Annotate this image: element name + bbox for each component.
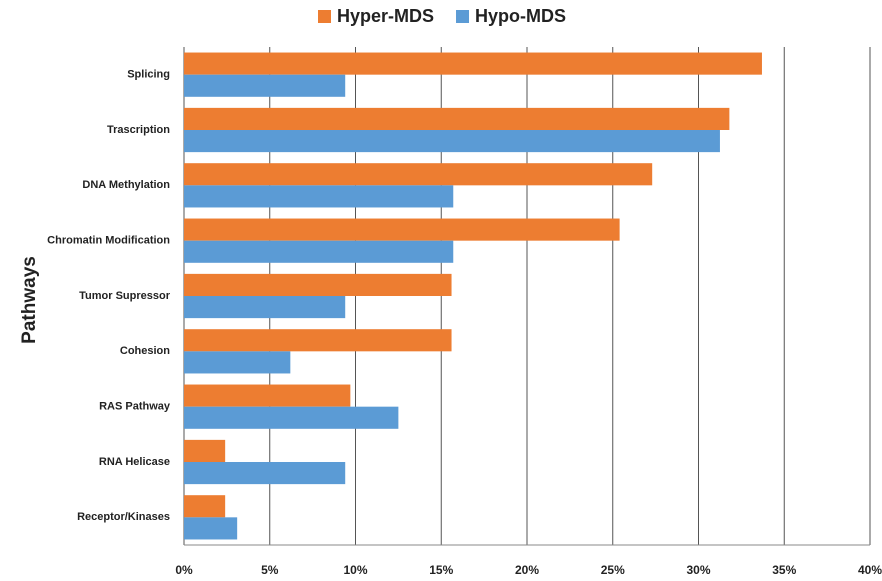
bar [184,218,620,241]
legend-label: Hyper-MDS [337,6,434,26]
bar [184,130,720,153]
x-tick-label: 20% [515,563,539,577]
bar [184,185,454,208]
y-tick-label: Splicing [127,69,170,81]
y-tick-label: Trascription [107,124,170,136]
bar [184,107,730,130]
bar [184,439,226,462]
y-tick-label: Chromatin Modification [47,235,170,247]
y-tick-label: RAS Pathway [99,401,171,413]
bar [184,273,452,296]
x-tick-label: 15% [429,563,453,577]
x-tick-label: 0% [175,563,193,577]
bar [184,495,226,518]
bar [184,240,454,263]
bar [184,163,653,186]
x-tick-label: 10% [343,563,367,577]
bar [184,517,238,540]
bar [184,52,762,75]
y-tick-label: RNA Helicase [99,456,170,468]
bar [184,462,346,485]
x-tick-label: 25% [601,563,625,577]
bar [184,74,346,97]
x-tick-label: 30% [686,563,710,577]
legend-swatch [456,10,470,23]
x-tick-label: 35% [772,563,796,577]
bar [184,296,346,319]
y-tick-label: DNA Methylation [82,179,170,191]
y-tick-label: Receptor/Kinases [77,511,170,523]
bar [184,406,399,429]
y-tick-label: Tumor Supressor [79,290,171,302]
y-tick-label: Cohesion [120,345,170,357]
x-tick-label: 5% [261,563,279,577]
bar [184,351,291,374]
legend-label: Hypo-MDS [475,6,566,26]
legend-swatch [318,10,331,23]
bar [184,384,351,407]
y-axis-label: Pathways [19,256,40,344]
bar [184,329,452,352]
x-tick-label: 40% [858,563,882,577]
